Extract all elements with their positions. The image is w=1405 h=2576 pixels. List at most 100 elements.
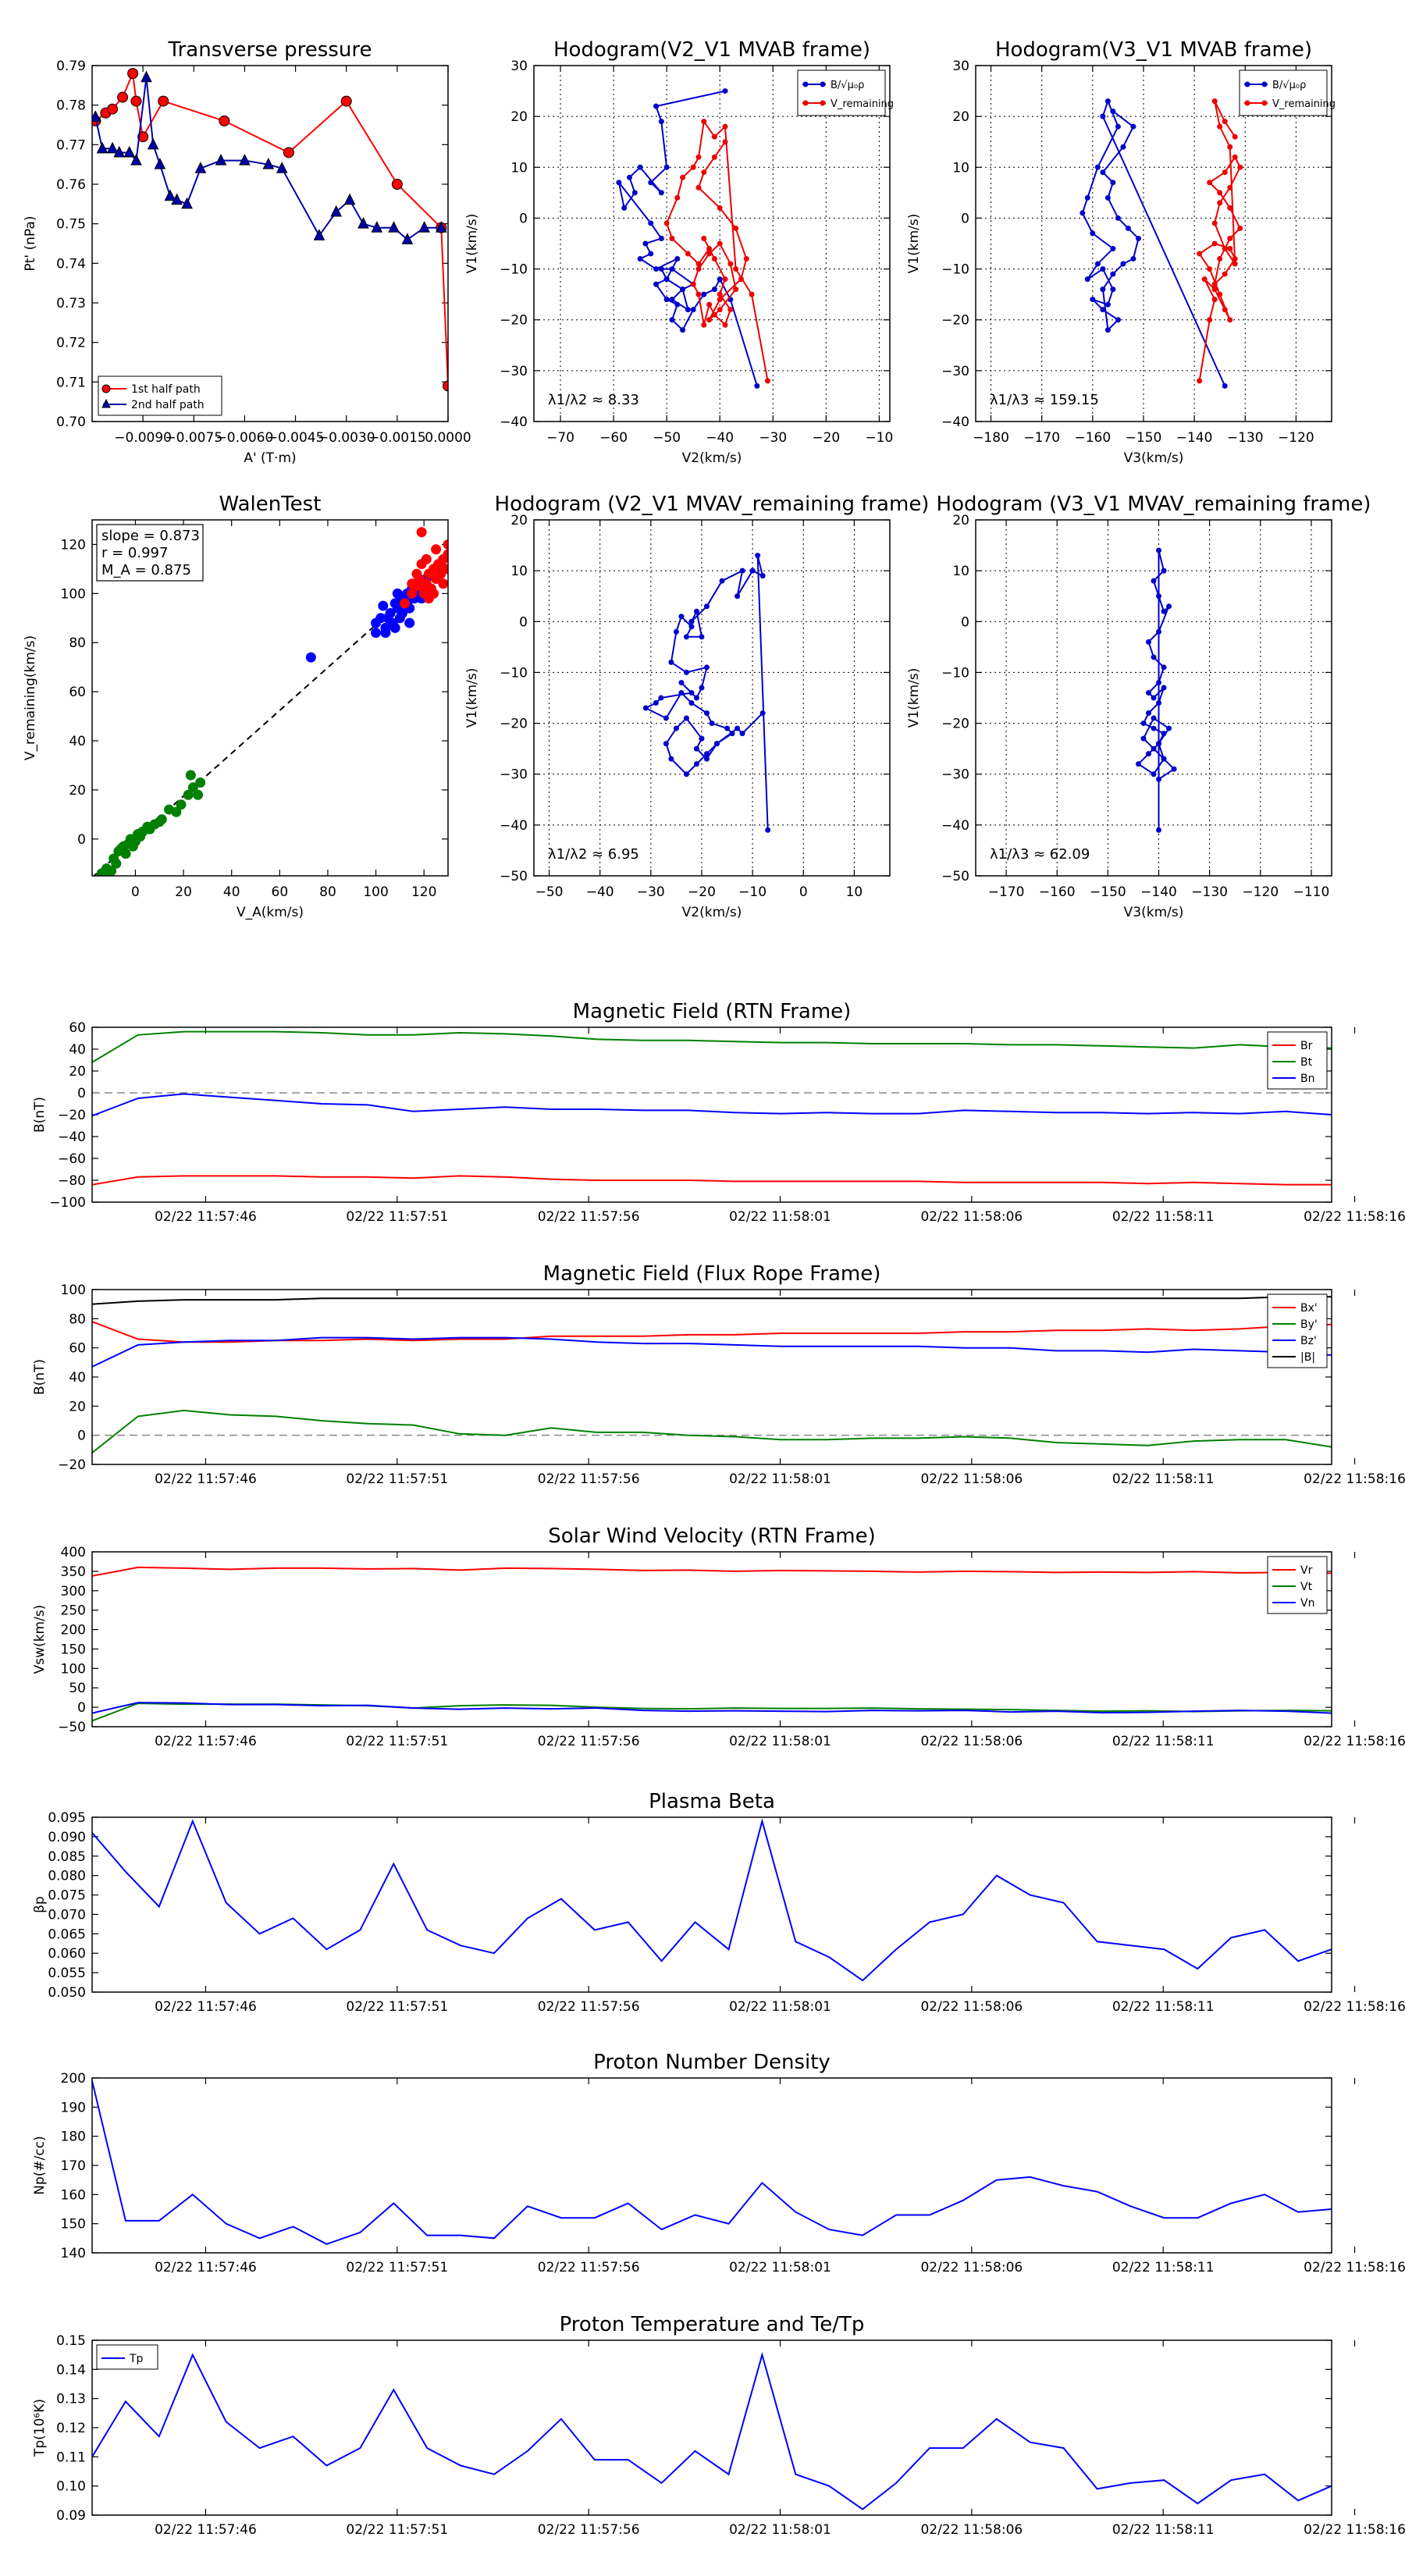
scatter-point-green <box>104 870 115 876</box>
x-tick-label: 02/22 11:58:16 <box>1304 1209 1405 1225</box>
data-point <box>699 735 705 742</box>
data-point <box>1171 766 1177 772</box>
y-tick-label: −50 <box>941 869 969 884</box>
scatter-point-red <box>407 578 418 589</box>
y-tick-label: 0 <box>961 614 969 630</box>
data-point <box>1156 827 1162 833</box>
legend-label: Tp <box>129 2353 144 2365</box>
data-point <box>1197 378 1203 384</box>
data-point <box>658 190 664 196</box>
y-tick-label: 20 <box>510 513 528 528</box>
data-point <box>1217 190 1223 196</box>
data-point <box>391 179 403 190</box>
data-point <box>154 158 166 169</box>
scatter-point-blue <box>305 652 316 663</box>
x-tick-label: 02/22 11:58:11 <box>1112 1999 1215 2015</box>
x-tick-label: 02/22 11:58:11 <box>1112 2522 1215 2538</box>
data-point <box>1130 256 1136 262</box>
data-point <box>1110 109 1116 115</box>
x-tick-label: 0 <box>131 884 140 900</box>
data-point <box>759 710 766 717</box>
axes-frame <box>91 1289 1332 1465</box>
x-tick-label: 02/22 11:57:56 <box>538 2260 640 2275</box>
data-point <box>722 276 728 283</box>
x-tick-label: 02/22 11:57:46 <box>155 1999 257 2015</box>
plot-area <box>616 88 770 389</box>
data-point <box>313 229 325 240</box>
scatter-point-red <box>407 588 418 599</box>
data-point <box>717 276 723 283</box>
data-point <box>1211 286 1218 293</box>
data-point <box>719 578 725 584</box>
stats-line: r = 0.997 <box>101 545 168 561</box>
data-point <box>283 147 294 158</box>
y-tick-label: 10 <box>952 160 969 176</box>
legend-frame <box>1267 1031 1328 1090</box>
data-point <box>668 659 674 665</box>
data-point <box>669 266 675 272</box>
panel-hodogram-v3-mvab: Hodogram(V3_V1 MVAB frame) −180 −170 −160 −1… <box>906 38 1336 466</box>
y-tick-label: −10 <box>941 262 969 278</box>
data-point <box>1227 184 1233 190</box>
data-point <box>627 174 633 180</box>
data-point <box>123 145 136 158</box>
legend-frame <box>98 375 222 416</box>
data-point <box>164 189 176 201</box>
scatter-point-red <box>443 549 448 560</box>
scatter-point-red <box>436 559 446 570</box>
legend-label: Bz' <box>1300 1335 1317 1347</box>
data-point <box>658 235 664 241</box>
data-point <box>1145 639 1151 645</box>
data-point <box>642 705 649 711</box>
y-tick-label: −20 <box>941 313 969 329</box>
data-point <box>1227 144 1233 150</box>
y-tick-label: 180 <box>61 2129 86 2145</box>
legend: B/√μ₀ρ V_remaining <box>1239 69 1336 116</box>
plot-area <box>1135 547 1177 833</box>
x-tick-label: 120 <box>411 884 436 900</box>
y-tick-label: 100 <box>61 586 86 602</box>
x-tick-label: 40 <box>223 884 240 900</box>
data-point <box>685 307 691 313</box>
chart-title: Hodogram (V2_V1 MVAV_remaining frame) <box>495 493 930 516</box>
data-point <box>1100 113 1106 119</box>
data-point <box>1151 715 1157 721</box>
data-point <box>693 608 699 614</box>
data-point <box>735 593 741 600</box>
data-point <box>683 669 689 675</box>
data-point <box>648 180 654 186</box>
data-point <box>733 286 739 293</box>
data-point <box>330 205 342 217</box>
panel-walen-test: WalenTest 0 20 40 60 80 100 120 0 20 40 60 80 100 120 s… <box>23 493 449 920</box>
x-tick-label: 02/22 11:57:56 <box>538 2522 640 2538</box>
data-point <box>711 311 717 318</box>
x-tick-label: −140 <box>1176 430 1213 446</box>
y-tick-label: −40 <box>500 415 528 430</box>
data-point <box>717 291 723 297</box>
data-point <box>219 115 230 126</box>
scatter-point-green <box>120 849 131 859</box>
data-point <box>1104 301 1111 308</box>
x-tick-label: 02/22 11:58:01 <box>729 2260 831 2275</box>
data-point <box>653 103 660 109</box>
data-point <box>755 553 761 559</box>
x-tick-label: −30 <box>759 430 787 446</box>
data-point <box>1156 741 1162 747</box>
legend: 1st half path 2nd half path <box>98 375 222 416</box>
data-point <box>1237 225 1243 231</box>
legend-label: B/√μ₀ρ <box>831 80 864 91</box>
x-tick-label: −170 <box>1023 430 1060 446</box>
data-point <box>1110 246 1116 252</box>
legend: B/√μ₀ρ V_remaining <box>797 69 894 116</box>
panel-proton-density: Proton Number Density 02/22 11:57:46 02/22… <box>32 2051 1405 2275</box>
x-tick-label: 02/22 11:57:51 <box>346 1999 448 2015</box>
data-point <box>1161 664 1167 671</box>
legend-marker <box>820 81 826 87</box>
y-tick-label: 0 <box>77 1086 86 1101</box>
x-tick-label: 02/22 11:58:16 <box>1304 1734 1405 1749</box>
data-point <box>1211 220 1218 226</box>
x-tick-label: −40 <box>706 430 734 446</box>
y-tick-label: 0 <box>77 1700 86 1716</box>
data-point <box>1211 240 1218 247</box>
y-tick-label: 10 <box>510 160 528 176</box>
